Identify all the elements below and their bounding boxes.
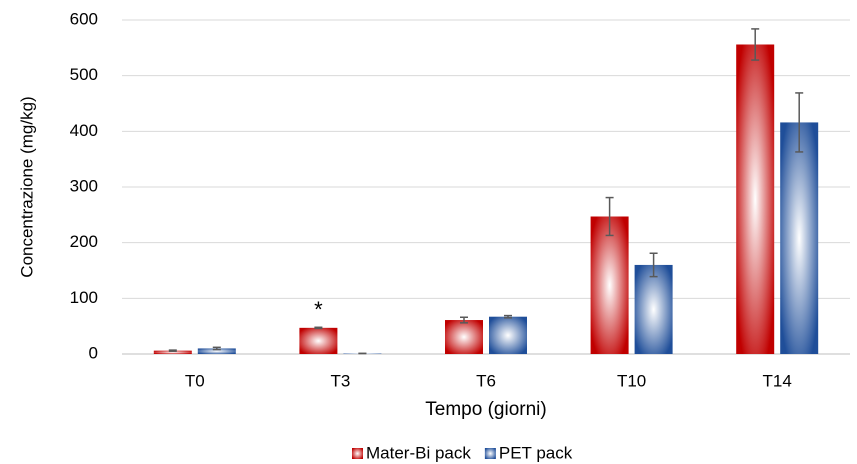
y-tick-label: 600 [70,9,98,28]
error-bar [795,92,804,153]
x-tick-label: T6 [476,371,496,390]
y-tick-label: 300 [70,176,98,195]
bar [736,44,775,354]
x-axis-title: Tempo (giorni) [425,399,546,420]
bar [489,316,527,354]
error-bar [605,196,614,237]
x-tick-label: T14 [763,371,792,390]
x-tick-label: T10 [617,371,646,390]
x-tick-label: T0 [185,371,205,390]
bar [197,348,236,354]
error-bar [751,28,760,61]
bar [153,350,192,354]
error-bar [314,326,323,330]
bar [780,122,819,354]
y-tick-label: 400 [70,121,98,140]
error-bar [504,314,512,319]
bar [299,327,338,354]
y-tick-label: 500 [70,65,98,84]
y-tick-label: 100 [70,288,98,307]
legend-swatch [352,448,363,459]
annotation: * [314,297,323,322]
bar [445,320,483,354]
x-tick-label: T3 [330,371,350,390]
legend-label: PET pack [499,443,573,462]
error-bar [460,316,468,324]
legend-label: Mater-Bi pack [366,443,471,462]
error-bar [649,252,658,278]
bar [634,264,673,354]
y-tick-label: 0 [89,343,98,362]
legend-swatch [484,448,496,459]
error-bar [212,346,221,351]
bar [590,216,629,354]
error-bar [168,349,177,352]
y-tick-label: 200 [70,232,98,251]
y-axis-title: Concentrazione (mg/kg) [17,96,36,277]
